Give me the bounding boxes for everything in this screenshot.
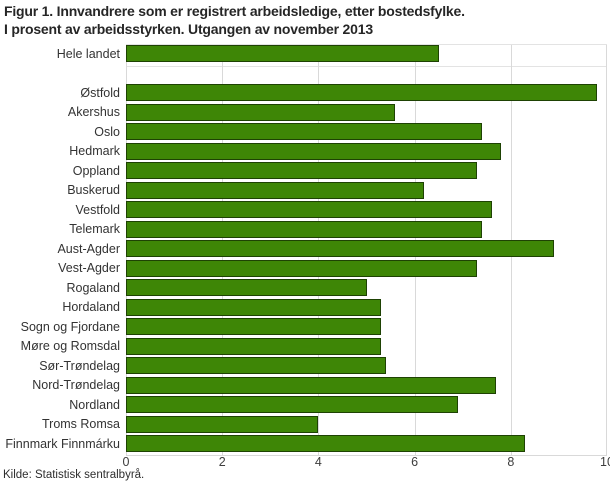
x-tick-label: 8: [507, 455, 515, 469]
bar-track: [126, 103, 607, 123]
bar: [126, 415, 319, 433]
category-label: Oppland: [72, 163, 120, 178]
category-label: Hordaland: [62, 300, 120, 315]
x-axis: 0 2 4 6 8 10: [122, 455, 610, 471]
category-separator-line: [126, 66, 607, 67]
category-label: Sør-Trøndelag: [39, 358, 120, 373]
bar-row: Vest-Agder: [0, 259, 607, 279]
category-label: Vestfold: [75, 202, 120, 217]
bar-row: Nordland: [0, 395, 607, 415]
bar-track: [126, 83, 607, 103]
category-label: Troms Romsa: [41, 417, 120, 432]
bar: [126, 279, 367, 296]
bar-row: Sogn og Fjordane: [0, 317, 607, 337]
bar: [126, 240, 555, 257]
bar: [126, 162, 478, 179]
bar-track: [126, 44, 607, 64]
category-label: Telemark: [69, 222, 120, 237]
bar: [126, 318, 381, 335]
bar: [126, 259, 478, 277]
bar: [126, 84, 598, 101]
category-label: Aust-Agder: [57, 241, 120, 256]
bar-row: Oppland: [0, 161, 607, 181]
bar: [126, 123, 482, 140]
x-tick-label: 10: [600, 455, 610, 469]
gridline: [606, 45, 607, 455]
category-label: Oslo: [94, 124, 120, 139]
bar: [126, 396, 458, 413]
bar: [126, 201, 492, 218]
category-label: Nordland: [69, 397, 120, 412]
category-label: Hedmark: [69, 144, 120, 159]
bar-row: Troms Romsa: [0, 415, 607, 435]
bar-track: [126, 356, 607, 376]
bar-track: [126, 317, 607, 337]
rows-layer: Hele landet Østfold Akershus Oslo Hedmark Opp…: [0, 44, 607, 454]
bar-track: [126, 64, 607, 84]
x-tick-label: 6: [411, 455, 419, 469]
chart-title-line-2: I prosent av arbeidsstyrken. Utgangen av…: [4, 21, 373, 37]
bar-row: Sør-Trøndelag: [0, 356, 607, 376]
x-tick-label: 2: [218, 455, 226, 469]
category-label: Østfold: [80, 85, 120, 100]
bar-row: Nord-Trøndelag: [0, 376, 607, 396]
bar: [126, 181, 425, 199]
bar-track: [126, 239, 607, 259]
bar: [126, 435, 526, 452]
x-tick-label: 4: [314, 455, 322, 469]
category-label: Nord-Trøndelag: [32, 378, 120, 393]
bar-track: [126, 395, 607, 415]
spacer-row: [0, 64, 607, 84]
bar-row: Hedmark: [0, 142, 607, 162]
bar-track: [126, 181, 607, 201]
category-label: Hele landet: [56, 46, 120, 61]
bar-track: [126, 278, 607, 298]
bar-row: Aust-Agder: [0, 239, 607, 259]
bar-track: [126, 415, 607, 435]
bar-row: Buskerud: [0, 181, 607, 201]
chart-title-line-1: Figur 1. Innvandrere som er registrert a…: [4, 3, 465, 19]
category-label: Buskerud: [67, 183, 120, 198]
bar-row: Møre og Romsdal: [0, 337, 607, 357]
category-label: Møre og Romsdal: [20, 339, 120, 354]
bar: [126, 142, 502, 160]
x-tick-label: 0: [122, 455, 130, 469]
category-label: Finnmark Finnmárku: [5, 436, 120, 451]
bar-track: [126, 161, 607, 181]
bar-track: [126, 142, 607, 162]
bar-row: Hordaland: [0, 298, 607, 318]
bar-track: [126, 434, 607, 454]
bar-row: Østfold: [0, 83, 607, 103]
category-label: Rogaland: [66, 280, 120, 295]
bar-track: [126, 259, 607, 279]
bar-row: Vestfold: [0, 200, 607, 220]
bar: [126, 357, 386, 374]
bar-track: [126, 200, 607, 220]
category-label: Vest-Agder: [58, 261, 120, 276]
bar-row: Telemark: [0, 220, 607, 240]
bar-track: [126, 298, 607, 318]
bar-row: Rogaland: [0, 278, 607, 298]
bar: [126, 298, 381, 316]
bar: [126, 337, 381, 355]
bar: [126, 220, 482, 238]
bar-track: [126, 220, 607, 240]
category-label: Akershus: [67, 105, 120, 120]
bar: [126, 103, 396, 121]
bar-row: Oslo: [0, 122, 607, 142]
bar-row: Hele landet: [0, 44, 607, 64]
bar-row: Akershus: [0, 103, 607, 123]
bar-track: [126, 337, 607, 357]
bar-track: [126, 376, 607, 396]
bar-row: Finnmark Finnmárku: [0, 434, 607, 454]
chart-title: Figur 1. Innvandrere som er registrert a…: [4, 2, 465, 38]
source-note: Kilde: Statistisk sentralbyrå.: [3, 469, 145, 481]
bar-track: [126, 122, 607, 142]
bar: [126, 45, 439, 62]
bar: [126, 376, 497, 394]
category-label: Sogn og Fjordane: [20, 319, 120, 334]
